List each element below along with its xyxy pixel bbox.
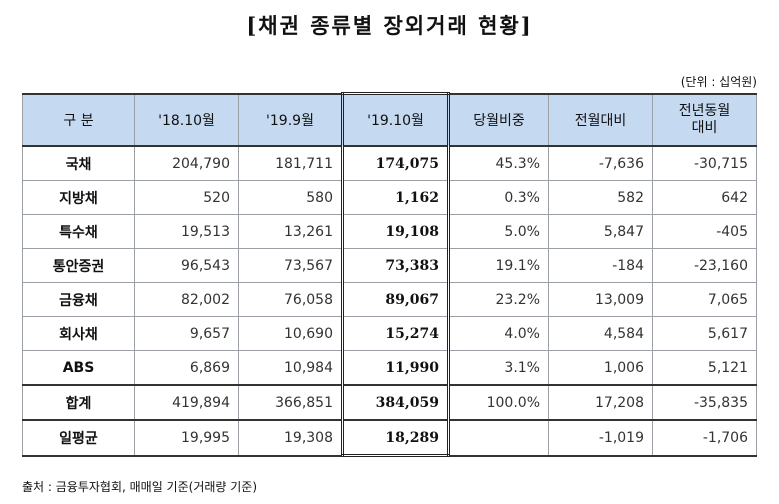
cell-1910: 89,067	[341, 282, 450, 317]
cell-yoy: 5,617	[652, 316, 757, 351]
table-row: 통안증권 96,543 73,567 73,383 19.1% -184 -23…	[22, 248, 757, 283]
unit-note: (단위 : 십억원)	[680, 75, 757, 89]
cell-yoy: 5,121	[652, 350, 757, 386]
header-share: 당월비중	[448, 92, 549, 147]
cell-199: 13,261	[238, 214, 343, 249]
cell-1910: 73,383	[341, 248, 450, 283]
cell-yoy: -23,160	[652, 248, 757, 283]
header-row: 구 분 '18.10월 '19.9월 '19.10월 당월비중 전월대비 전년동…	[22, 92, 757, 147]
cell-share: 5.0%	[448, 214, 549, 249]
cell-199: 73,567	[238, 248, 343, 283]
row-label: 특수채	[22, 214, 135, 249]
row-label: 회사채	[22, 316, 135, 351]
row-label: 국채	[22, 145, 135, 181]
total-yoy: -35,835	[652, 384, 757, 421]
total-1810: 419,894	[134, 384, 239, 421]
cell-199: 10,984	[238, 350, 343, 386]
cell-1910: 19,108	[341, 214, 450, 249]
cell-1810: 96,543	[134, 248, 239, 283]
table-row: 회사채 9,657 10,690 15,274 4.0% 4,584 5,617	[22, 316, 757, 351]
row-label: ABS	[22, 350, 135, 386]
avg-199: 19,308	[238, 419, 343, 457]
avg-1910: 18,289	[341, 419, 450, 457]
cell-share: 23.2%	[448, 282, 549, 317]
cell-share: 45.3%	[448, 145, 549, 181]
total-row: 합계 419,894 366,851 384,059 100.0% 17,208…	[22, 384, 757, 421]
cell-share: 3.1%	[448, 350, 549, 386]
table-row: 특수채 19,513 13,261 19,108 5.0% 5,847 -405	[22, 214, 757, 249]
cell-mom: 1,006	[548, 350, 653, 386]
page-title: [채권 종류별 장외거래 현황]	[246, 13, 533, 38]
cell-199: 580	[238, 180, 343, 215]
cell-mom: 5,847	[548, 214, 653, 249]
cell-yoy: -405	[652, 214, 757, 249]
cell-mom: 582	[548, 180, 653, 215]
table-row: 지방채 520 580 1,162 0.3% 582 642	[22, 180, 757, 215]
cell-1910: 15,274	[341, 316, 450, 351]
cell-mom: -7,636	[548, 145, 653, 181]
avg-yoy: -1,706	[652, 419, 757, 457]
total-mom: 17,208	[548, 384, 653, 421]
cell-mom: 4,584	[548, 316, 653, 351]
header-199: '19.9월	[238, 92, 343, 147]
cell-yoy: -30,715	[652, 145, 757, 181]
table-row: ABS 6,869 10,984 11,990 3.1% 1,006 5,121	[22, 350, 757, 386]
bond-trading-table: 구 분 '18.10월 '19.9월 '19.10월 당월비중 전월대비 전년동…	[22, 92, 757, 457]
cell-1810: 82,002	[134, 282, 239, 317]
cell-1810: 9,657	[134, 316, 239, 351]
total-199: 366,851	[238, 384, 343, 421]
cell-1910: 174,075	[341, 145, 450, 181]
avg-mom: -1,019	[548, 419, 653, 457]
table-row: 국채 204,790 181,711 174,075 45.3% -7,636 …	[22, 145, 757, 181]
header-yoy: 전년동월 대비	[652, 92, 757, 147]
daily-average-row: 일평균 19,995 19,308 18,289 -1,019 -1,706	[22, 419, 757, 457]
header-1810: '18.10월	[134, 92, 239, 147]
cell-1910: 1,162	[341, 180, 450, 215]
cell-mom: 13,009	[548, 282, 653, 317]
cell-yoy: 7,065	[652, 282, 757, 317]
row-label: 금융채	[22, 282, 135, 317]
cell-yoy: 642	[652, 180, 757, 215]
cell-share: 0.3%	[448, 180, 549, 215]
cell-share: 19.1%	[448, 248, 549, 283]
cell-1810: 19,513	[134, 214, 239, 249]
total-1910: 384,059	[341, 384, 450, 421]
cell-mom: -184	[548, 248, 653, 283]
avg-1810: 19,995	[134, 419, 239, 457]
avg-label: 일평균	[22, 419, 135, 457]
row-label: 통안증권	[22, 248, 135, 283]
row-label: 지방채	[22, 180, 135, 215]
total-share: 100.0%	[448, 384, 549, 421]
total-label: 합계	[22, 384, 135, 421]
avg-share	[448, 419, 549, 457]
cell-199: 10,690	[238, 316, 343, 351]
cell-share: 4.0%	[448, 316, 549, 351]
cell-1810: 520	[134, 180, 239, 215]
cell-1910: 11,990	[341, 350, 450, 386]
source-note: 출처 : 금융투자협회, 매매일 기준(거래량 기준)	[22, 480, 258, 494]
header-1910: '19.10월	[341, 92, 450, 147]
header-category: 구 분	[22, 92, 135, 147]
cell-1810: 6,869	[134, 350, 239, 386]
cell-199: 181,711	[238, 145, 343, 181]
table-row: 금융채 82,002 76,058 89,067 23.2% 13,009 7,…	[22, 282, 757, 317]
header-mom: 전월대비	[548, 92, 653, 147]
cell-1810: 204,790	[134, 145, 239, 181]
cell-199: 76,058	[238, 282, 343, 317]
